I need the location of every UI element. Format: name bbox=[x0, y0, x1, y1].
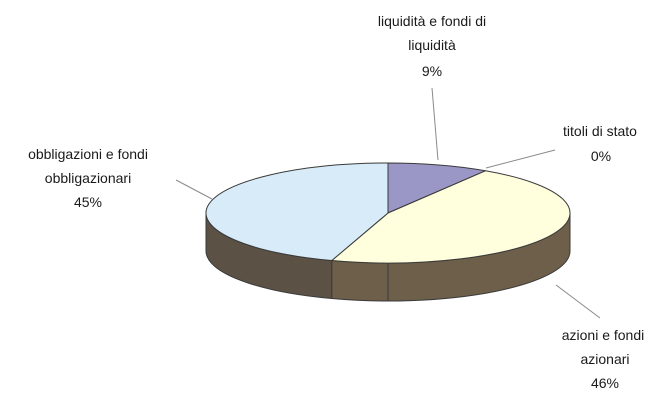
slice-percent-azioni: 46% bbox=[591, 375, 619, 391]
pie-tops bbox=[205, 162, 571, 264]
slice-liquidita-e-fondi-di bbox=[387, 162, 487, 214]
slice-azioni-e-fondi bbox=[331, 170, 571, 264]
slice-label-azioni-line1: azioni e fondi bbox=[562, 327, 645, 343]
slice-label-liquidita-line2: liquidità bbox=[408, 37, 456, 53]
slice-label-obbligazioni-line1: obbligazioni e fondi bbox=[28, 146, 148, 162]
leader-lines bbox=[175, 87, 601, 319]
leader-line-liquidita-e-fondi-di bbox=[431, 87, 439, 161]
slice-label-liquidita-line1: liquidità e fondi di bbox=[378, 13, 486, 29]
slice-percent-titoli-di-stato: 0% bbox=[591, 148, 611, 164]
slice-label-obbligazioni-line2: obbligazionari bbox=[45, 170, 131, 186]
slice-label-azioni-line2: azionari bbox=[580, 351, 629, 367]
leader-line-azioni-e-fondi bbox=[555, 284, 601, 319]
slice-percent-liquidita: 9% bbox=[422, 63, 442, 79]
leader-line-titoli-di-stato bbox=[485, 149, 556, 169]
slice-obbligazioni-e-fondi bbox=[205, 162, 389, 262]
slice-label-titoli-di-stato: titoli di stato bbox=[563, 123, 637, 139]
slice-percent-obbligazioni: 45% bbox=[74, 194, 102, 210]
leader-line-obbligazioni-e-fondi bbox=[175, 179, 213, 200]
